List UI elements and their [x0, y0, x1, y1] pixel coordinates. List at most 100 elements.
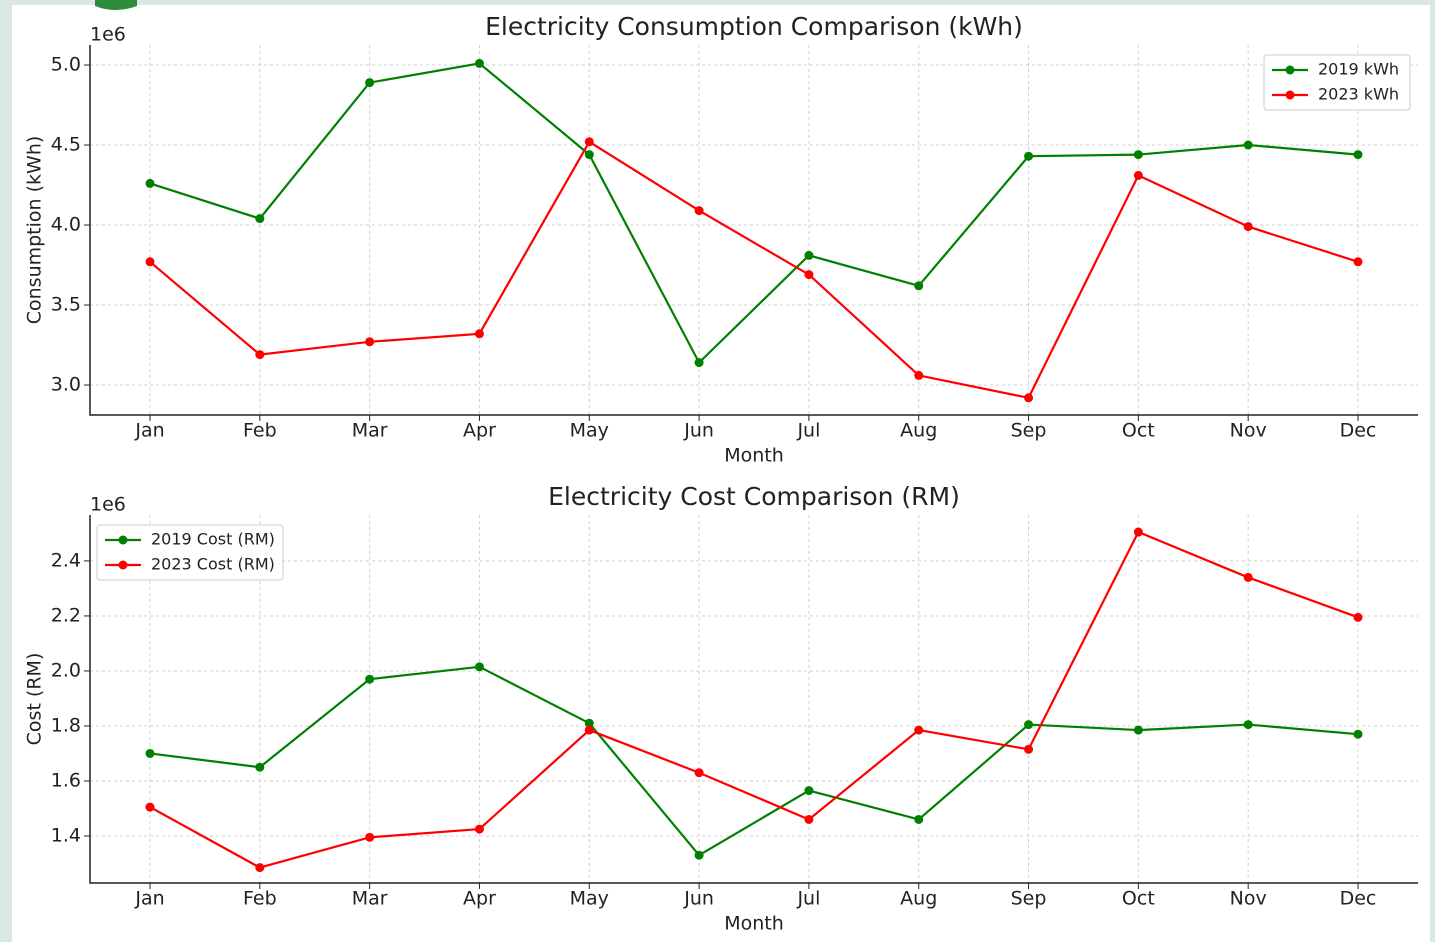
axis-frame — [89, 45, 1418, 416]
point — [1024, 393, 1034, 403]
x-tick-label: Nov — [1230, 888, 1267, 910]
x-tick-label: Jul — [796, 888, 820, 910]
x-tick-label: Feb — [243, 420, 277, 442]
point — [1133, 150, 1143, 160]
point — [255, 863, 265, 873]
legend-label: 2019 Cost (RM) — [151, 530, 275, 549]
point — [365, 78, 375, 88]
x-tick-label: Nov — [1230, 420, 1267, 442]
series-line — [149, 530, 1359, 869]
x-tick-label: May — [570, 888, 609, 910]
y-tick-label: 1.6 — [51, 769, 81, 791]
point — [474, 58, 484, 68]
x-tick-label: Aug — [900, 420, 937, 442]
y-axis-label: Consumption (kWh) — [24, 136, 46, 325]
y-tick-label: 3.5 — [51, 294, 81, 316]
point — [694, 850, 704, 860]
point — [145, 257, 155, 267]
legend-label: 2023 kWh — [1318, 85, 1399, 104]
point — [145, 178, 155, 188]
point — [804, 270, 814, 280]
x-tick-label: Jan — [134, 420, 164, 442]
point — [1353, 729, 1363, 739]
point — [584, 137, 594, 147]
point — [365, 832, 375, 842]
legend-box — [1263, 54, 1411, 111]
x-tick-label: Aug — [900, 888, 937, 910]
y-tick-label: 1.8 — [51, 714, 81, 736]
logo-fragment — [95, 0, 137, 10]
point — [1024, 744, 1034, 754]
point — [255, 214, 265, 224]
point — [1243, 222, 1253, 232]
x-tick-label: Dec — [1340, 420, 1377, 442]
x-tick-label: Mar — [352, 420, 388, 442]
x-tick-label: Oct — [1122, 888, 1155, 910]
point — [255, 762, 265, 772]
point — [804, 814, 814, 824]
legend-marker — [118, 535, 128, 545]
legend-label: 2019 kWh — [1318, 60, 1399, 79]
point — [1024, 151, 1034, 161]
point — [145, 748, 155, 758]
chart-canvas — [12, 5, 1430, 942]
x-tick-label: Feb — [243, 888, 277, 910]
point — [804, 786, 814, 796]
y-tick-label: 5.0 — [51, 54, 81, 76]
series-line — [149, 665, 1359, 857]
y-axis-label: Cost (RM) — [24, 653, 46, 746]
y-tick-label: 4.5 — [51, 134, 81, 156]
point — [694, 358, 704, 368]
point — [1243, 720, 1253, 730]
point — [1024, 720, 1034, 730]
series-line — [149, 140, 1359, 400]
x-tick-label: Jul — [796, 420, 820, 442]
x-tick-label: Sep — [1011, 888, 1047, 910]
x-tick-label: Sep — [1011, 420, 1047, 442]
y-tick-label: 2.4 — [51, 549, 81, 571]
point — [1353, 257, 1363, 267]
series-line — [149, 62, 1359, 365]
point — [1133, 527, 1143, 537]
y-tick-label: 4.0 — [51, 214, 81, 236]
y-multiplier: 1e6 — [90, 24, 126, 46]
point — [1133, 725, 1143, 735]
point — [914, 814, 924, 824]
x-tick-label: Apr — [463, 420, 496, 442]
x-tick-label: Apr — [463, 888, 496, 910]
point — [914, 725, 924, 735]
legend-marker — [118, 560, 128, 570]
axis-frame — [89, 515, 1418, 884]
point — [255, 350, 265, 360]
point — [365, 337, 375, 347]
point — [584, 718, 594, 728]
point — [584, 725, 594, 735]
legend-marker — [1285, 90, 1295, 100]
point — [694, 206, 704, 216]
y-tick-label: 2.0 — [51, 659, 81, 681]
x-tick-label: Dec — [1340, 888, 1377, 910]
point — [1243, 140, 1253, 150]
point — [1353, 612, 1363, 622]
x-tick-label: Jan — [134, 888, 164, 910]
point — [1243, 572, 1253, 582]
y-tick-label: 3.0 — [51, 374, 81, 396]
x-tick-label: Jun — [683, 888, 714, 910]
x-tick-label: Jun — [683, 420, 714, 442]
chart-title: Electricity Consumption Comparison (kWh) — [485, 12, 1023, 41]
point — [474, 824, 484, 834]
point — [365, 674, 375, 684]
y-multiplier: 1e6 — [90, 494, 126, 516]
x-tick-label: May — [570, 420, 609, 442]
y-tick-label: 2.2 — [51, 604, 81, 626]
point — [474, 329, 484, 339]
point — [804, 250, 814, 260]
legend-label: 2023 Cost (RM) — [151, 555, 275, 574]
x-tick-label: Mar — [352, 888, 388, 910]
point — [474, 662, 484, 672]
y-tick-label: 1.4 — [51, 824, 81, 846]
chart-title: Electricity Cost Comparison (RM) — [548, 482, 960, 511]
legend-box — [96, 524, 284, 581]
point — [914, 281, 924, 291]
